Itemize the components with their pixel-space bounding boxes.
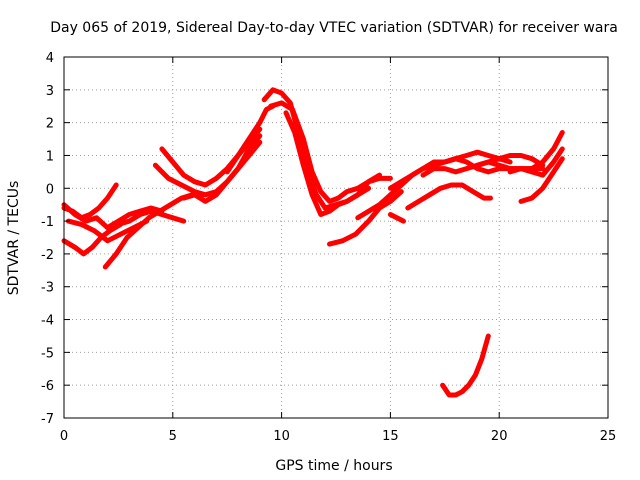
series-arc-2 xyxy=(61,182,119,221)
x-tick-label: 20 xyxy=(491,429,508,444)
y-tick-label: 2 xyxy=(46,117,54,132)
y-tick-label: -7 xyxy=(41,412,54,427)
series-arc-24 xyxy=(440,333,491,398)
y-tick-label: -4 xyxy=(41,314,54,329)
series-arc-9 xyxy=(181,133,263,204)
series-arc-17 xyxy=(387,212,406,224)
x-tick-label: 10 xyxy=(273,429,290,444)
x-axis-label: GPS time / hours xyxy=(275,458,392,474)
series-arc-10 xyxy=(224,103,276,175)
y-tick-label: 4 xyxy=(46,51,54,66)
y-tick-label: -1 xyxy=(41,215,54,230)
y-axis-label: SDTVAR / TECUs xyxy=(6,181,22,296)
y-tick-label: -3 xyxy=(41,281,54,296)
x-tick-label: 25 xyxy=(600,429,617,444)
x-tick-label: 0 xyxy=(60,429,68,444)
series-arc-23 xyxy=(518,156,565,204)
series-arc-12 xyxy=(268,100,393,204)
series-arc-18 xyxy=(405,182,493,211)
series-arc-22 xyxy=(507,146,565,178)
x-tick-label: 15 xyxy=(382,429,399,444)
series-arc-6 xyxy=(115,208,187,227)
data-series xyxy=(61,87,565,398)
x-tick-label: 5 xyxy=(169,429,177,444)
axis-ticks: 0 5 10 15 20 25 -7 -6 -5 -4 -3 -2 -1 0 1 2 3 4 xyxy=(41,51,616,444)
y-tick-label: 1 xyxy=(46,149,54,164)
grid xyxy=(64,57,608,418)
y-tick-label: -2 xyxy=(41,248,54,263)
series-arc-14 xyxy=(327,189,404,247)
y-tick-label: 0 xyxy=(46,182,54,197)
chart-title: Day 065 of 2019, Sidereal Day-to-day VTE… xyxy=(50,20,618,36)
series-arc-3 xyxy=(61,221,124,257)
series-arc-5 xyxy=(65,218,150,244)
y-tick-label: -5 xyxy=(41,346,54,361)
y-tick-label: 3 xyxy=(46,84,54,99)
series-arc-13 xyxy=(283,110,372,217)
y-tick-label: -6 xyxy=(41,379,54,394)
plot-frame xyxy=(63,56,609,419)
